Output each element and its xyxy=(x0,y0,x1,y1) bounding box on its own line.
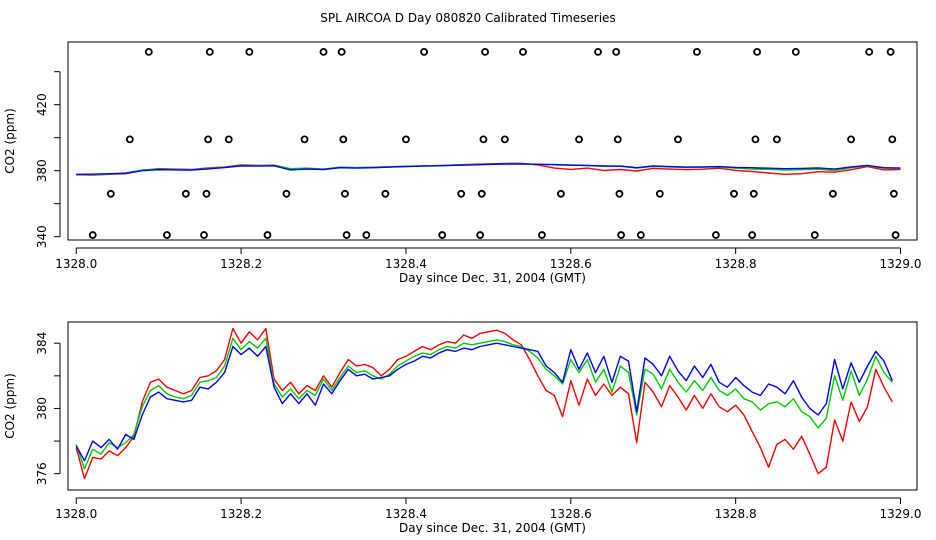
top-y-tick-label: 340 xyxy=(35,225,49,248)
top-marker xyxy=(575,135,583,144)
top-marker xyxy=(538,231,546,239)
bottom-x-tick-label: 1329.0 xyxy=(880,507,922,521)
bottom-x-axis-label: Day since Dec. 31, 2004 (GMT) xyxy=(399,521,586,535)
page-title: SPL AIRCOA D Day 080820 Calibrated Times… xyxy=(320,11,615,25)
top-marker xyxy=(337,48,346,56)
top-marker xyxy=(711,231,720,239)
top-marker xyxy=(224,135,233,144)
top-marker xyxy=(163,231,171,239)
top-marker xyxy=(479,135,488,144)
bottom-x-tick-label: 1328.8 xyxy=(715,507,757,521)
top-x-tick-label: 1328.4 xyxy=(385,257,427,271)
bottom-x-tick-label: 1328.4 xyxy=(385,507,427,521)
top-marker xyxy=(88,231,97,239)
top-marker xyxy=(457,189,466,198)
bottom-series-red-line xyxy=(75,327,893,480)
top-marker xyxy=(594,48,602,56)
top-marker xyxy=(319,48,328,56)
bottom-x-tick-label: 1328.2 xyxy=(220,507,262,521)
bottom-y-tick-label: 380 xyxy=(35,397,49,420)
top-marker xyxy=(476,231,485,239)
top-marker xyxy=(181,189,190,198)
top-marker xyxy=(829,189,837,198)
bottom-y-axis-label: CO2 (ppm) xyxy=(3,373,17,439)
top-marker xyxy=(615,189,624,198)
top-marker xyxy=(753,48,761,56)
bottom-panel: 1328.0 1328.2 1328.4 1328.6 1328.8 1329.0 Day … xyxy=(3,321,922,535)
top-marker xyxy=(751,135,760,144)
top-x-tick-label: 1328.2 xyxy=(220,257,262,271)
top-marker xyxy=(402,135,410,144)
top-marker xyxy=(613,135,622,144)
top-marker xyxy=(655,189,664,198)
top-marker xyxy=(617,231,625,239)
top-marker xyxy=(888,135,897,144)
top-y-tick-label: 380 xyxy=(35,159,49,182)
top-marker xyxy=(749,189,758,198)
top-marker xyxy=(730,189,738,198)
top-marker xyxy=(500,135,509,144)
bottom-series-green-line xyxy=(75,337,893,470)
top-plot-frame xyxy=(67,41,918,241)
top-x-axis-label: Day since Dec. 31, 2004 (GMT) xyxy=(399,271,586,285)
top-marker xyxy=(519,48,527,56)
top-marker xyxy=(557,189,565,198)
top-marker xyxy=(481,48,489,56)
top-y-axis-label: CO2 (ppm) xyxy=(3,108,17,174)
top-marker xyxy=(674,135,682,144)
top-y-tick-label: 420 xyxy=(35,93,49,116)
top-marker xyxy=(125,135,134,144)
top-marker xyxy=(282,189,291,198)
top-marker xyxy=(263,231,272,239)
top-x-tick-label: 1328.8 xyxy=(715,257,757,271)
top-x-tick-label: 1329.0 xyxy=(880,257,922,271)
top-series-blue-line xyxy=(76,163,901,176)
top-marker xyxy=(865,48,874,56)
bottom-x-tick-label: 1328.6 xyxy=(550,507,592,521)
top-marker xyxy=(890,189,898,198)
top-marker xyxy=(362,231,371,239)
top-marker xyxy=(420,48,428,56)
bottom-y-tick-label: 376 xyxy=(35,462,49,485)
top-marker xyxy=(636,231,645,239)
top-marker xyxy=(381,189,390,198)
top-marker xyxy=(200,231,208,239)
top-marker xyxy=(891,231,900,239)
top-x-tick-label: 1328.0 xyxy=(55,257,97,271)
top-marker xyxy=(202,189,211,198)
bottom-series-blue-line xyxy=(75,342,893,462)
top-marker xyxy=(341,189,349,198)
top-marker xyxy=(693,48,701,56)
top-marker xyxy=(477,189,486,198)
top-marker xyxy=(612,48,621,56)
top-marker xyxy=(245,48,254,56)
top-marker xyxy=(847,135,855,144)
top-marker xyxy=(106,189,115,198)
top-marker xyxy=(791,48,800,56)
top-marker xyxy=(886,48,895,56)
top-marker xyxy=(342,231,351,239)
top-marker xyxy=(205,48,214,56)
top-marker xyxy=(339,135,348,144)
top-x-tick-label: 1328.6 xyxy=(550,257,592,271)
top-marker xyxy=(144,48,153,56)
top-marker xyxy=(438,231,447,239)
bottom-plot-frame xyxy=(67,321,918,491)
top-marker xyxy=(810,231,819,239)
top-marker xyxy=(300,135,309,144)
bottom-y-tick-label: 384 xyxy=(35,332,49,355)
top-marker xyxy=(772,135,781,144)
top-panel: 1328.0 1328.2 1328.4 1328.6 1328.8 1329.0 Day … xyxy=(3,41,922,285)
top-marker xyxy=(748,231,757,239)
top-marker xyxy=(204,135,213,144)
bottom-x-tick-label: 1328.0 xyxy=(55,507,97,521)
